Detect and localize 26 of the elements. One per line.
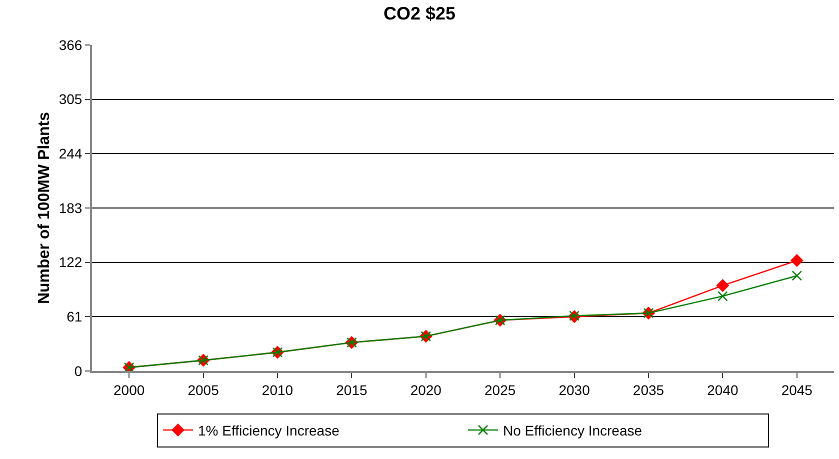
x-tick-label: 2035 xyxy=(632,382,664,398)
point xyxy=(790,254,804,268)
y-tick-label: 122 xyxy=(58,254,82,270)
point xyxy=(716,278,730,292)
y-tick-label: 0 xyxy=(74,362,82,379)
point xyxy=(718,291,728,302)
chart-title: CO2 $25 xyxy=(383,3,456,24)
x-tick-label: 2030 xyxy=(558,382,590,398)
x-tick-label: 2045 xyxy=(781,382,813,398)
legend-label: 1% Efficiency Increase xyxy=(198,422,340,438)
y-tick-label: 61 xyxy=(66,308,82,325)
x-tick-label: 2015 xyxy=(336,382,368,398)
x-tick-label: 2025 xyxy=(484,382,516,398)
point xyxy=(792,270,802,281)
y-tick-label: 366 xyxy=(58,36,82,53)
x-tick-label: 2040 xyxy=(707,382,738,398)
x-tick-label: 2000 xyxy=(114,382,145,398)
x-tick-label: 2005 xyxy=(188,382,220,398)
point xyxy=(569,310,580,321)
x-tick-label: 2010 xyxy=(262,382,294,398)
y-tick-label: 244 xyxy=(58,146,82,162)
y-tick-label: 305 xyxy=(58,91,82,108)
x-tick-label: 2020 xyxy=(410,382,442,398)
legend-label: No Efficiency Increase xyxy=(503,422,642,438)
y-axis-title: Number of 100MW Plants xyxy=(36,112,53,304)
y-tick-label: 183 xyxy=(58,200,82,216)
